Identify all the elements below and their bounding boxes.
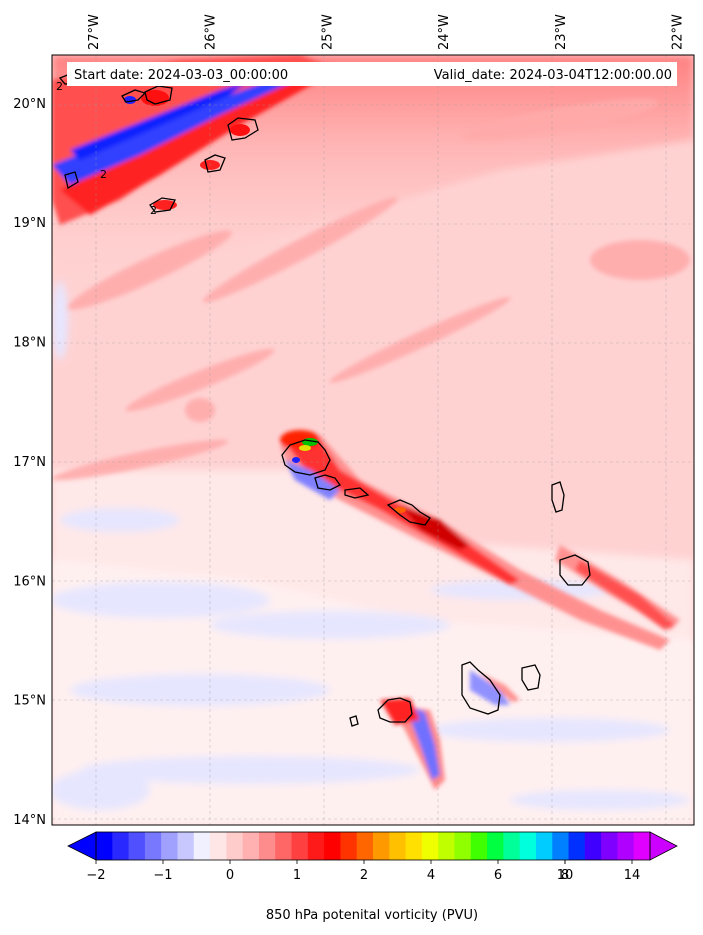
colorbar-swatch [617,832,635,860]
island-sao-nicolau [386,499,431,526]
colorbar-extend-min [67,831,97,861]
latitude-tick-label: 18°N [13,336,46,351]
colorbar-swatch [96,832,113,860]
contour-labels: 2 2 2 [56,80,157,217]
colorbar-swatch [568,832,586,860]
colorbar-swatch [161,832,178,860]
colorbar-swatch [552,832,570,860]
header-box [67,62,677,86]
island-sal [551,481,565,513]
colorbar-extend-max [649,831,678,861]
colorbar-swatch [291,832,309,860]
colorbar: −2 −1 0 1 2 4 6 810 14 [67,831,678,883]
island-brava [349,715,359,727]
field-red-band [52,55,340,225]
island-sao-vicente [314,474,341,491]
colorbar-swatch [633,832,651,860]
colorbar-tick-label: 4 [427,868,435,883]
contour-label: 2 [56,80,63,93]
colorbar-swatch [340,832,358,860]
longitude-tick-label: 25°W [320,14,335,50]
latitude-tick-label: 14°N [13,813,46,828]
latitude-tick-label: 17°N [13,455,46,470]
colorbar-swatch [373,832,390,860]
latitude-labels: 20°N 19°N 18°N 17°N 16°N 15°N 14°N [13,97,46,828]
colorbar-swatch [177,832,195,860]
field-island-wake [280,430,680,650]
colorbar-swatch [128,832,146,860]
longitude-tick-label: 23°W [554,14,569,50]
island-boa-vista [559,554,591,586]
latitude-tick-label: 16°N [13,574,46,589]
island-santiago [461,661,501,715]
latitude-tick-label: 15°N [13,694,46,709]
island-maio [521,664,541,691]
longitude-tick-label: 27°W [87,14,102,50]
colorbar-swatch [193,832,211,860]
colorbar-swatch [584,832,602,860]
contour-label: 2 [150,204,157,217]
colorbar-swatch [438,832,455,860]
latitude-tick-label: 19°N [13,216,46,231]
colorbar-swatch [324,832,341,860]
longitude-labels: 27°W 26°W 25°W 24°W 23°W 22°W [87,14,686,50]
coastlines [58,71,591,727]
colorbar-tick-label: −2 [86,868,105,883]
valid-date-label: Valid_date: 2024-03-04T12:00:00.00 [434,68,672,83]
graticule [52,55,694,825]
colorbar-swatch [487,832,504,860]
contour-label: 2 [100,168,107,181]
colorbar-tick-label: −1 [153,868,172,883]
colorbar-swatch [535,832,553,860]
colorbar-swatch [258,832,276,860]
colorbar-swatch [144,832,162,860]
colorbar-tick-label: 0 [226,868,234,883]
colorbar-tick-label: 2 [360,868,368,883]
colorbar-swatch [242,832,260,860]
latitude-tick-label: 20°N [13,97,46,112]
longitude-tick-label: 24°W [437,14,452,50]
start-date-label: Start date: 2024-03-03_00:00:00 [74,68,288,83]
colorbar-swatch [389,832,407,860]
vorticity-field: 2 2 2 [52,55,694,825]
colorbar-swatch [226,832,244,860]
colorbar-tick-label: 8 [561,868,569,883]
colorbar-swatch [210,832,227,860]
colorbar-swatch [421,832,439,860]
colorbar-frame [95,831,651,861]
colorbar-swatch [112,832,130,860]
island-santa-luzia [344,487,370,499]
colorbar-swatch [356,832,374,860]
colorbar-swatch [503,832,521,860]
colorbar-tick-label: 1 [293,868,301,883]
island-fogo [377,697,413,723]
colorbar-label: 850 hPa potenital vorticity (PVU) [266,908,478,923]
map-frame [51,54,695,826]
island-santo-antao [281,439,331,476]
colorbar-swatch [519,832,537,860]
colorbar-swatch [405,832,423,860]
longitude-tick-label: 22°W [670,14,685,50]
colorbar-tick-label: 14 [624,868,641,883]
colorbar-swatch [275,832,293,860]
colorbar-swatch [454,832,472,860]
colorbar-tick-label: 10 [557,868,574,883]
field-pink-streaks [52,98,690,481]
longitude-tick-label: 26°W [204,14,219,50]
colorbar-swatch [307,832,325,860]
colorbar-swatch [601,832,618,860]
colorbar-tick-label: 6 [494,868,502,883]
colorbar-swatch [470,832,488,860]
